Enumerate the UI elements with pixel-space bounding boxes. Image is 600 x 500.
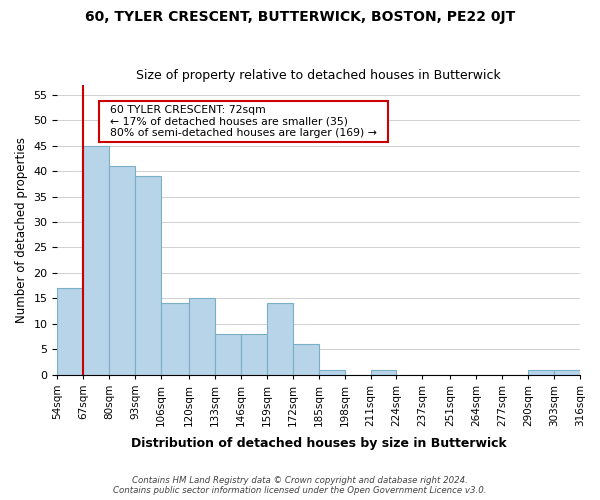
Title: Size of property relative to detached houses in Butterwick: Size of property relative to detached ho… [136,69,501,82]
X-axis label: Distribution of detached houses by size in Butterwick: Distribution of detached houses by size … [131,437,506,450]
Bar [83,146,109,374]
Bar [293,344,319,374]
Bar [267,304,293,374]
Y-axis label: Number of detached properties: Number of detached properties [15,136,28,322]
Bar [161,304,189,374]
Bar [528,370,554,374]
Text: Contains HM Land Registry data © Crown copyright and database right 2024.
Contai: Contains HM Land Registry data © Crown c… [113,476,487,495]
Bar [58,288,83,374]
Bar [241,334,267,374]
Bar [109,166,135,374]
Bar [554,370,580,374]
Bar [371,370,397,374]
Text: 60 TYLER CRESCENT: 72sqm  
  ← 17% of detached houses are smaller (35)  
  80% o: 60 TYLER CRESCENT: 72sqm ← 17% of detach… [103,105,384,138]
Bar [135,176,161,374]
Text: 60, TYLER CRESCENT, BUTTERWICK, BOSTON, PE22 0JT: 60, TYLER CRESCENT, BUTTERWICK, BOSTON, … [85,10,515,24]
Bar [319,370,344,374]
Bar [189,298,215,374]
Bar [215,334,241,374]
